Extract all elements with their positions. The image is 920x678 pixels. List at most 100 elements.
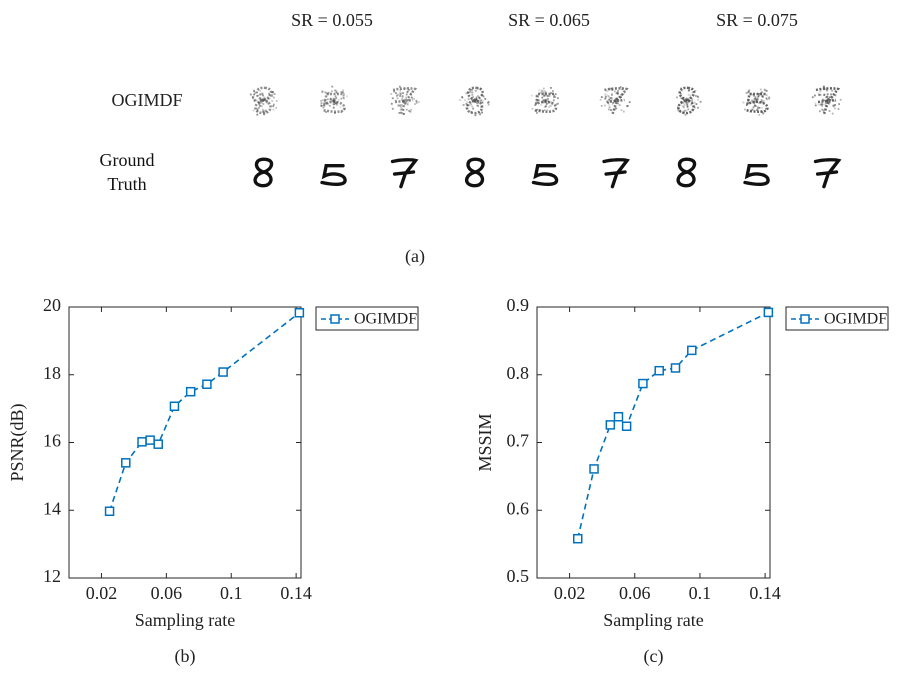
noise-pixel <box>331 99 334 101</box>
noise-pixel <box>331 85 334 88</box>
noise-pixel <box>332 97 334 100</box>
noise-pixel <box>401 97 404 99</box>
noise-pixel <box>401 95 404 98</box>
noise-pixel <box>464 99 466 101</box>
noise-pixel <box>817 103 820 106</box>
noise-pixel <box>834 94 837 97</box>
noise-pixel <box>761 91 763 94</box>
noise-pixel <box>334 112 336 114</box>
noise-pixel <box>544 99 547 101</box>
data-marker <box>185 386 196 397</box>
ground-truth-digit <box>813 158 842 189</box>
noise-pixel <box>619 86 622 88</box>
noise-pixel <box>553 96 555 98</box>
noise-pixel <box>265 100 268 102</box>
noise-pixel <box>273 93 276 95</box>
noise-pixel <box>604 93 607 96</box>
y-tick-label: 20 <box>43 295 61 315</box>
noise-pixel <box>557 97 559 100</box>
noise-pixel <box>391 97 394 100</box>
sr-label: SR = 0.065 <box>508 10 590 30</box>
noise-pixel <box>474 114 477 117</box>
noise-pixel <box>256 109 259 112</box>
noise-pixel <box>824 102 827 105</box>
noise-pixel <box>265 101 268 104</box>
noise-pixel <box>819 93 822 96</box>
noise-pixel <box>258 106 260 109</box>
noise-pixel <box>320 105 323 107</box>
noise-pixel <box>542 92 545 95</box>
noise-pixel <box>329 105 331 107</box>
noise-pixel <box>268 94 271 97</box>
noise-pixel <box>757 93 760 96</box>
noise-pixel <box>688 100 690 103</box>
noise-pixel <box>613 99 616 102</box>
noise-pixel <box>320 100 322 102</box>
noise-pixel <box>260 105 263 108</box>
noise-pixel <box>271 95 273 97</box>
noise-pixel <box>397 103 400 106</box>
noise-pixel <box>619 94 622 96</box>
reconstructed-digit <box>599 86 631 115</box>
noise-pixel <box>606 94 609 97</box>
noise-pixel <box>683 99 686 102</box>
noise-pixel <box>465 103 468 105</box>
sr-label: SR = 0.055 <box>291 10 373 30</box>
noise-pixel <box>607 95 610 98</box>
legend-label: OGIMDF <box>824 311 887 328</box>
noise-pixel <box>461 96 463 98</box>
y-tick-label: 0.5 <box>507 566 530 586</box>
noise-pixel <box>753 94 755 97</box>
noise-pixel <box>483 96 485 98</box>
data-marker <box>613 412 624 422</box>
noise-pixel <box>545 91 547 94</box>
noise-pixel <box>541 109 544 112</box>
noise-pixel <box>267 102 270 105</box>
noise-pixel <box>408 110 411 112</box>
noise-pixel <box>616 91 619 94</box>
noise-pixel <box>753 102 756 104</box>
noise-pixel <box>685 100 687 102</box>
noise-pixel <box>622 93 625 95</box>
noise-pixel <box>831 89 833 92</box>
noise-pixel <box>833 88 836 91</box>
noise-pixel <box>327 103 330 106</box>
noise-pixel <box>764 89 767 92</box>
caption: (b) <box>175 646 196 667</box>
noise-pixel <box>259 100 262 103</box>
noise-pixel <box>686 102 689 105</box>
noise-pixel <box>614 107 617 110</box>
noise-pixel <box>687 93 690 96</box>
noise-pixel <box>399 90 402 93</box>
noise-pixel <box>261 93 263 96</box>
noise-pixel <box>398 112 401 114</box>
noise-pixel <box>531 94 533 97</box>
noise-pixel <box>252 109 255 112</box>
noise-pixel <box>687 108 690 111</box>
noise-pixel <box>275 100 278 102</box>
noise-pixel <box>676 96 678 99</box>
noise-pixel <box>342 94 345 97</box>
noise-pixel <box>626 105 628 107</box>
noise-pixel <box>252 97 254 100</box>
noise-pixel <box>265 110 267 113</box>
x-tick-label: 0.14 <box>280 583 312 603</box>
noise-pixel <box>555 103 558 105</box>
noise-pixel <box>826 93 829 96</box>
noise-pixel <box>399 95 402 97</box>
noise-pixel <box>600 105 603 107</box>
noise-pixel <box>761 101 764 104</box>
noise-pixel <box>689 94 692 97</box>
noise-pixel <box>751 108 754 111</box>
noise-pixel <box>534 109 537 112</box>
noise-pixel <box>417 101 420 103</box>
noise-pixel <box>333 100 336 103</box>
y-axis-label: MSSIM <box>475 413 495 471</box>
data-marker <box>153 439 163 449</box>
noise-pixel <box>333 98 335 101</box>
reconstructed-digit <box>320 85 348 114</box>
noise-pixel <box>399 104 402 107</box>
noise-pixel <box>258 103 261 106</box>
noise-pixel <box>748 89 751 91</box>
noise-pixel <box>552 100 555 103</box>
